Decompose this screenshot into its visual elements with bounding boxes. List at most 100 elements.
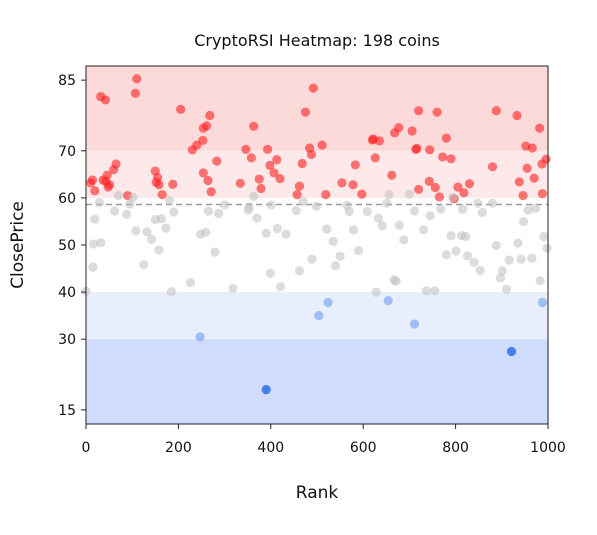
point-neutral: [261, 228, 271, 238]
point-neutral: [516, 254, 526, 264]
point-neutral: [210, 247, 220, 257]
point-neutral: [409, 206, 420, 216]
point-overbought: [317, 140, 327, 150]
point-overbought: [387, 170, 397, 180]
point-neutral: [203, 206, 214, 216]
point-overbought: [522, 163, 532, 173]
point-neutral: [377, 221, 387, 231]
point-overbought: [412, 143, 422, 154]
point-neutral: [436, 204, 446, 214]
point-neutral: [139, 260, 149, 270]
band-2: [86, 150, 548, 198]
point-neutral: [161, 223, 171, 233]
point-oversold: [537, 297, 548, 308]
y-axis-ticks: 15 30 40 50 60 70 85: [58, 73, 86, 419]
point-overbought: [438, 152, 448, 162]
point-neutral: [362, 206, 372, 217]
point-overbought: [235, 178, 245, 188]
point-neutral: [430, 286, 440, 296]
point-overbought: [300, 107, 311, 117]
point-neutral: [527, 253, 537, 263]
point-overbought: [425, 145, 435, 155]
point-oversold: [195, 332, 205, 342]
point-overbought: [394, 123, 404, 133]
point-oversold: [383, 295, 393, 306]
point-neutral: [142, 227, 152, 237]
point-neutral: [88, 262, 98, 272]
point-neutral: [384, 189, 394, 200]
point-overbought: [537, 189, 548, 199]
point-overbought: [407, 126, 417, 136]
band-3: [86, 66, 548, 151]
point-neutral: [154, 245, 164, 255]
point-overbought: [306, 149, 317, 160]
point-neutral: [147, 234, 157, 244]
point-neutral: [373, 213, 384, 223]
point-neutral: [113, 190, 123, 201]
point-overbought: [430, 182, 440, 193]
point-neutral: [272, 223, 282, 234]
point-neutral: [335, 251, 345, 261]
y-tick-label: 40: [58, 285, 76, 301]
point-overbought: [446, 154, 456, 164]
point-neutral: [275, 282, 286, 292]
point-neutral: [523, 205, 533, 215]
point-neutral: [353, 246, 364, 256]
point-overbought: [424, 176, 434, 187]
point-neutral: [122, 209, 132, 219]
point-neutral: [252, 213, 262, 223]
point-neutral: [391, 276, 401, 286]
point-overbought: [464, 179, 475, 189]
point-overbought: [370, 153, 380, 163]
point-neutral: [446, 230, 456, 241]
point-neutral: [96, 238, 106, 248]
point-neutral: [322, 224, 332, 234]
point-neutral: [330, 261, 341, 271]
point-overbought: [154, 180, 164, 190]
point-overbought: [198, 168, 208, 178]
point-neutral: [469, 257, 479, 268]
point-neutral: [165, 196, 175, 206]
point-neutral: [371, 287, 381, 297]
point-neutral: [473, 198, 483, 208]
point-neutral: [539, 231, 549, 242]
point-overbought: [348, 180, 358, 190]
point-oversold: [261, 385, 271, 395]
point-overbought: [206, 187, 216, 197]
point-neutral: [156, 214, 166, 224]
point-overbought: [256, 183, 266, 194]
point-neutral: [518, 216, 529, 227]
y-tick-label: 70: [58, 144, 76, 160]
point-overbought: [459, 188, 469, 198]
point-oversold: [323, 297, 333, 308]
point-overbought: [275, 173, 285, 184]
point-overbought: [254, 174, 264, 184]
point-neutral: [394, 220, 404, 230]
point-overbought: [337, 178, 347, 188]
point-neutral: [185, 278, 196, 288]
point-neutral: [441, 250, 451, 260]
point-overbought: [292, 189, 302, 200]
point-neutral: [535, 276, 545, 286]
point-neutral: [169, 207, 179, 217]
point-neutral: [497, 266, 507, 276]
point-neutral: [487, 198, 498, 208]
point-overbought: [350, 160, 360, 170]
y-tick-label: 60: [58, 191, 76, 207]
x-axis-label: Rank: [296, 483, 339, 503]
point-overbought: [246, 153, 256, 163]
point-overbought: [297, 158, 307, 169]
point-neutral: [419, 225, 429, 235]
point-overbought: [90, 186, 100, 196]
x-tick-label: 400: [257, 440, 284, 456]
point-overbought: [132, 74, 142, 84]
x-tick-label: 800: [442, 440, 469, 456]
point-neutral: [457, 204, 468, 214]
point-overbought: [104, 180, 115, 190]
point-overbought: [491, 106, 501, 116]
point-overbought: [198, 123, 208, 133]
point-neutral: [220, 200, 230, 210]
y-tick-label: 85: [58, 73, 76, 89]
